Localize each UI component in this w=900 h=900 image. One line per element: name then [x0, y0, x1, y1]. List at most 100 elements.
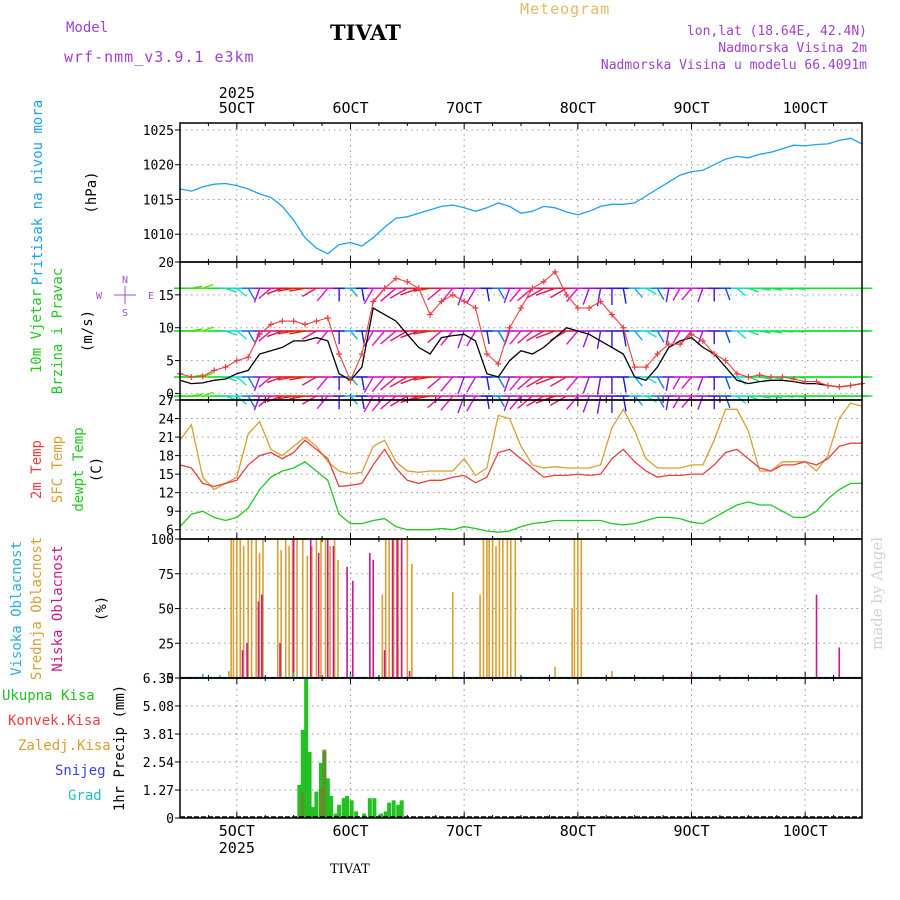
- wind-vector: [427, 287, 442, 301]
- wind-vector: [503, 376, 511, 392]
- date-label-top: 8OCT: [560, 99, 596, 117]
- wind-vector: [582, 395, 590, 413]
- wind-vector: [253, 376, 261, 392]
- gust-marker: [847, 382, 854, 389]
- date-label-bottom: 9OCT: [673, 822, 709, 840]
- gust-marker: [529, 285, 536, 292]
- wind-vector: [645, 287, 657, 295]
- wind-vector: [361, 288, 365, 302]
- pressure-unit: (hPa): [84, 171, 100, 213]
- wind-vector: [486, 376, 490, 391]
- wind-vector: [645, 395, 657, 403]
- wind-vector: [380, 395, 397, 410]
- wind-vector: [349, 287, 358, 298]
- wind-vector: [389, 287, 408, 299]
- sfc-axis-title: SFC Temp: [50, 436, 66, 503]
- precip-legend-item: Konvek.Kisa: [8, 713, 101, 729]
- total-precip-bar: [349, 800, 354, 818]
- wind-vector: [253, 288, 261, 303]
- gust-marker: [779, 374, 786, 380]
- wind-vector: [634, 287, 643, 298]
- t2m-temp-line: [179, 439, 862, 488]
- wind-vector: [363, 395, 374, 412]
- wind-vector: [634, 330, 643, 341]
- y-tick-label: 1025: [143, 124, 174, 139]
- wind-vector: [316, 287, 329, 302]
- wind-vector: [596, 395, 602, 414]
- total-precip-bar: [329, 795, 334, 818]
- total-precip-bar: [379, 813, 384, 818]
- wind-vector: [247, 395, 256, 408]
- wind-vector: [497, 376, 506, 389]
- date-label-top: 7OCT: [446, 99, 482, 117]
- wind-vector: [466, 395, 477, 412]
- wind-vector: [622, 376, 627, 393]
- total-precip-bar: [345, 795, 350, 818]
- wind-vector: [258, 330, 272, 342]
- wind-vector: [266, 376, 283, 384]
- wind-vector: [253, 395, 261, 411]
- y-tick-label: 1015: [143, 193, 174, 208]
- gust-marker: [358, 351, 365, 357]
- wind-vector: [665, 376, 670, 392]
- wind-vector: [380, 376, 397, 391]
- wind-axis-title: 10m Vjetar: [29, 289, 45, 373]
- wind-vector: [736, 287, 747, 297]
- wind-vector: [672, 330, 681, 344]
- wind-vector: [509, 287, 522, 303]
- wind-vector: [665, 288, 670, 303]
- page-title: TIVAT: [330, 20, 401, 45]
- convective-precip-bar: [300, 791, 305, 818]
- wind-vector: [566, 395, 579, 410]
- wind-vector: [535, 330, 556, 339]
- total-precip-bar: [354, 811, 359, 818]
- wind-barbs: [174, 283, 873, 414]
- gust-marker: [790, 375, 797, 382]
- model-name: wrf-nmm_v3.9.1 e3km: [64, 48, 255, 66]
- total-precip-bar: [314, 791, 319, 818]
- total-precip-bar: [367, 798, 372, 818]
- wind-vector: [535, 287, 556, 296]
- wind-vector: [672, 287, 681, 301]
- model-label: Model: [66, 20, 109, 36]
- wind-vector: [517, 287, 533, 302]
- wind-vector: [316, 376, 329, 391]
- y-tick-label: 9: [166, 505, 174, 520]
- wind-vector: [266, 330, 283, 338]
- wind-vector: [503, 395, 511, 411]
- wind-vector: [371, 395, 386, 412]
- wind-vector: [371, 376, 386, 393]
- gust-marker: [574, 305, 581, 311]
- wind-vector: [302, 287, 317, 297]
- gust-marker: [427, 311, 434, 318]
- y-tick-label: 6: [166, 524, 174, 539]
- gust-marker: [199, 373, 206, 380]
- panel-frame: [179, 122, 863, 263]
- gust-marker: [472, 305, 479, 311]
- wind-vector: [302, 376, 317, 386]
- wind-vector: [656, 330, 665, 343]
- wind-vector: [400, 376, 419, 385]
- wind-vector: [349, 330, 358, 340]
- wind-vector: [526, 376, 545, 388]
- mid-cloud-axis-title: Srednja Oblacnost: [29, 537, 45, 680]
- total-precip-bar: [391, 800, 396, 818]
- wind-vector: [656, 395, 665, 408]
- wind-vector: [697, 395, 704, 410]
- gust-marker: [654, 351, 661, 357]
- gust-marker: [665, 341, 672, 348]
- compass-east: E: [148, 291, 154, 302]
- y-tick-label: 15: [158, 289, 174, 304]
- wind-vector: [427, 330, 442, 344]
- station-elevation: Nadmorska Visina 2m: [718, 41, 867, 56]
- wind-vector: [236, 376, 247, 386]
- gust-marker: [540, 278, 547, 285]
- high-cloud-axis-title: Visoka Oblacnost: [9, 541, 25, 676]
- wind-vector: [697, 330, 704, 345]
- wind-vector: [526, 287, 545, 299]
- gust-marker: [552, 268, 559, 275]
- wind-vector: [400, 287, 419, 296]
- wind-vector: [440, 330, 454, 346]
- wind-vector: [497, 287, 506, 300]
- total-precip-bar: [310, 806, 315, 818]
